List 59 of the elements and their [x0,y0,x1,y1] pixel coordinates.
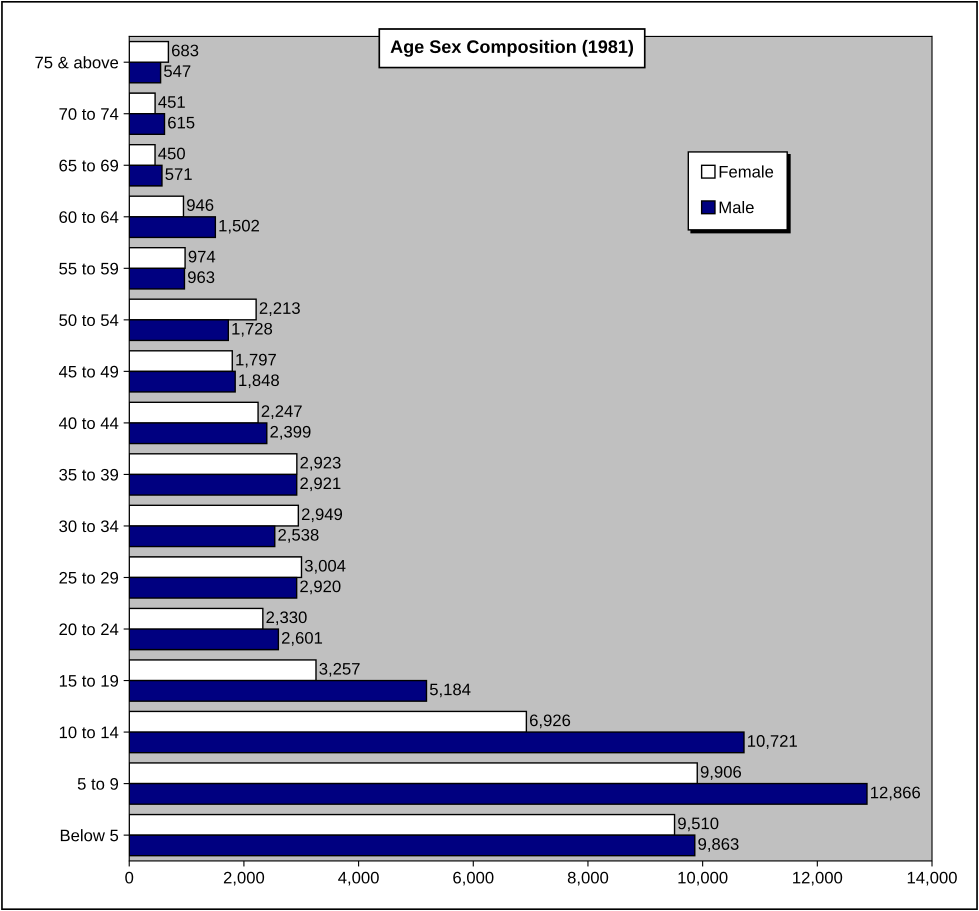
data-label: 6,926 [530,714,570,728]
data-label: 12,866 [871,786,920,800]
x-tick-label: 12,000 [793,872,842,886]
y-tick-label: 55 to 59 [59,262,118,275]
y-tick-label: 75 & above [35,56,118,68]
y-tick-label: 10 to 14 [60,726,118,738]
data-label: 1,797 [236,354,276,368]
data-label: 3,004 [304,560,346,574]
data-label: 5,184 [430,684,470,698]
x-tick-label: 8,000 [568,872,608,886]
y-tick-label: 35 to 39 [59,468,118,481]
y-tick-label: 20 to 24 [59,623,118,636]
data-label: 963 [188,271,214,284]
data-label: 683 [172,44,198,56]
data-label: 615 [168,116,194,129]
data-label: 974 [188,250,216,262]
x-tick-label: 14,000 [908,872,957,886]
y-tick-label: 60 to 64 [59,211,118,223]
chart-title: Age Sex Composition (1981) [390,40,634,57]
x-tick-label: 0 [125,872,134,884]
data-label: 9,863 [698,838,739,852]
data-label: 2,213 [260,302,300,316]
y-tick-label: 15 to 19 [60,674,118,687]
legend-label: Male [720,201,754,214]
y-tick-label: 45 to 49 [58,366,118,378]
y-tick-label: 40 to 44 [58,417,118,430]
data-label: 450 [158,148,185,160]
y-tick-label: 30 to 34 [59,520,118,532]
data-label: 1,502 [219,220,260,234]
data-label: 1,728 [232,322,272,337]
x-tick-label: 10,000 [678,872,728,886]
x-tick-label: 4,000 [338,872,379,886]
data-label: 946 [187,199,214,211]
data-label: 2,949 [302,508,342,522]
data-label: 451 [158,96,185,108]
y-tick-label: Below 5 [60,829,118,842]
data-label: 2,399 [270,426,310,440]
data-label: 547 [164,65,190,77]
y-tick-label: 5 to 9 [78,778,118,790]
data-label: 10,721 [748,735,797,749]
y-tick-label: 70 to 74 [59,108,118,120]
x-tick-label: 2,000 [224,872,264,886]
data-label: 1,848 [239,374,279,388]
data-label: 2,538 [278,528,319,543]
data-label: 3,257 [319,662,360,677]
data-label: 2,601 [282,632,322,646]
data-label: 2,247 [262,405,302,420]
data-label: 2,921 [300,477,340,492]
y-tick-label: 50 to 54 [59,314,118,326]
data-label: 9,906 [700,766,742,780]
data-label: 2,923 [300,456,341,471]
data-label: 2,330 [266,611,307,626]
y-tick-label: 65 to 69 [59,160,118,172]
x-tick-label: 6,000 [453,872,494,886]
y-tick-label: 25 to 29 [59,572,118,584]
data-label: 2,920 [300,580,340,594]
data-label: 571 [165,168,192,180]
data-label: 9,510 [678,817,718,832]
legend-label: Female [720,165,774,178]
